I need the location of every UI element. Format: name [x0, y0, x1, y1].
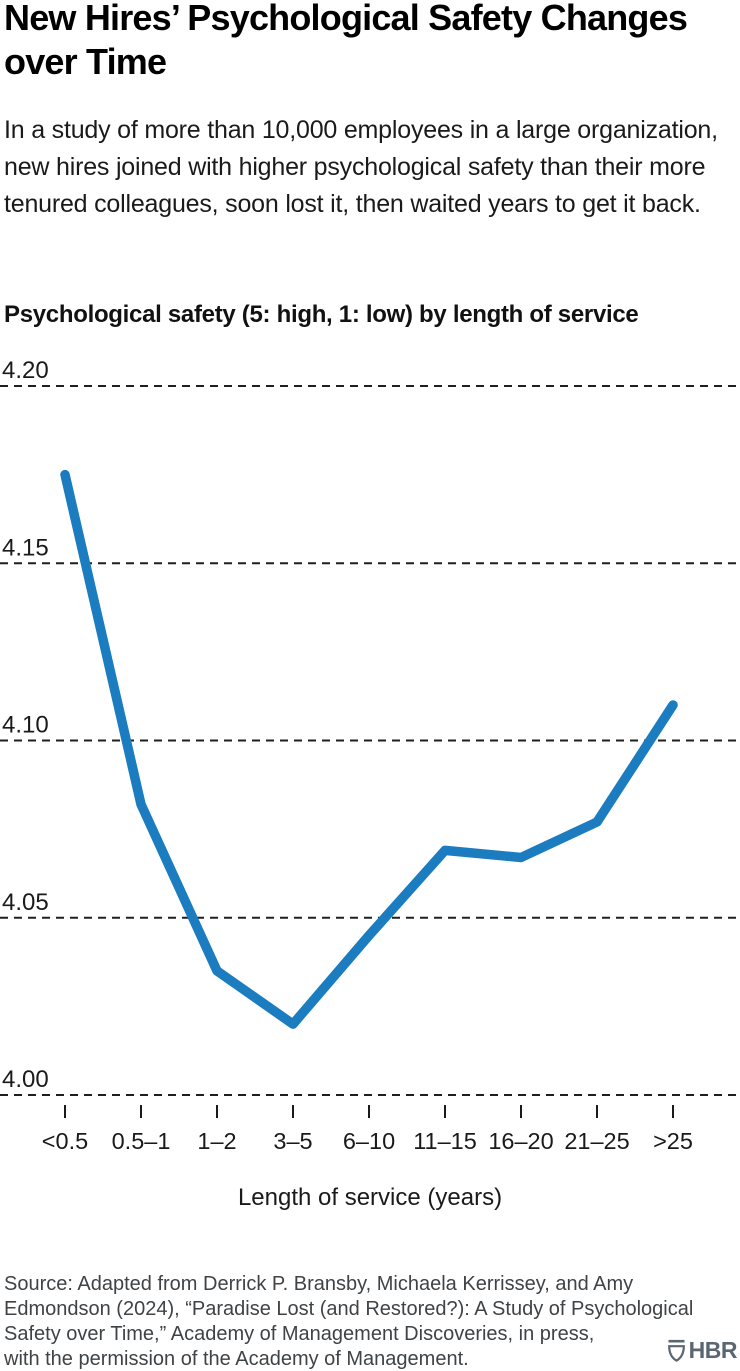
y-tick-label: 4.05 [2, 889, 49, 916]
x-tick-label: 21–25 [564, 1128, 629, 1154]
chart-title: Psychological safety (5: high, 1: low) b… [4, 301, 639, 328]
x-tick-label: 16–20 [488, 1128, 553, 1154]
x-tick-label: 0.5–1 [112, 1128, 171, 1154]
source-line: Edmondson (2024), “Paradise Lost (and Re… [4, 1298, 694, 1320]
hbr-logo-text: HBR [688, 1337, 738, 1363]
x-tick-label: 6–10 [343, 1128, 395, 1154]
x-axis-title: Length of service (years) [237, 1184, 503, 1211]
x-tick-label: 11–15 [413, 1128, 477, 1154]
x-tick-label: >25 [653, 1128, 693, 1154]
page-title: New Hires’ Psychological Safety Changes … [4, 0, 688, 82]
y-tick-label: 4.20 [2, 357, 49, 384]
source-note: Source: Adapted from Derrick P. Bransby,… [4, 1272, 704, 1371]
psychological-safety-line [60, 469, 678, 1029]
hbr-logo: HBR [667, 1337, 738, 1364]
line-chart: 4.20 4.15 4.10 4.05 4.00 <0.5 0.5–1 1–2 3–5 6–10 1… [0, 357, 740, 1154]
source-line: with the permission of the Academy of Ma… [4, 1348, 469, 1370]
source-line: Source: Adapted from Derrick P. Bransby,… [4, 1273, 634, 1295]
source-line: Safety over Time,” Academy of Management… [4, 1323, 595, 1345]
y-tick-label: 4.10 [2, 712, 49, 739]
x-tick-label: 1–2 [197, 1128, 236, 1154]
y-tick-label: 4.15 [2, 534, 49, 561]
x-tick-label: 3–5 [273, 1128, 312, 1154]
intro-text: In a study of more than 10,000 employees… [4, 116, 718, 218]
x-tick-label: <0.5 [42, 1128, 88, 1154]
y-tick-label: 4.00 [2, 1066, 49, 1093]
hbr-shield-icon [667, 1339, 685, 1362]
